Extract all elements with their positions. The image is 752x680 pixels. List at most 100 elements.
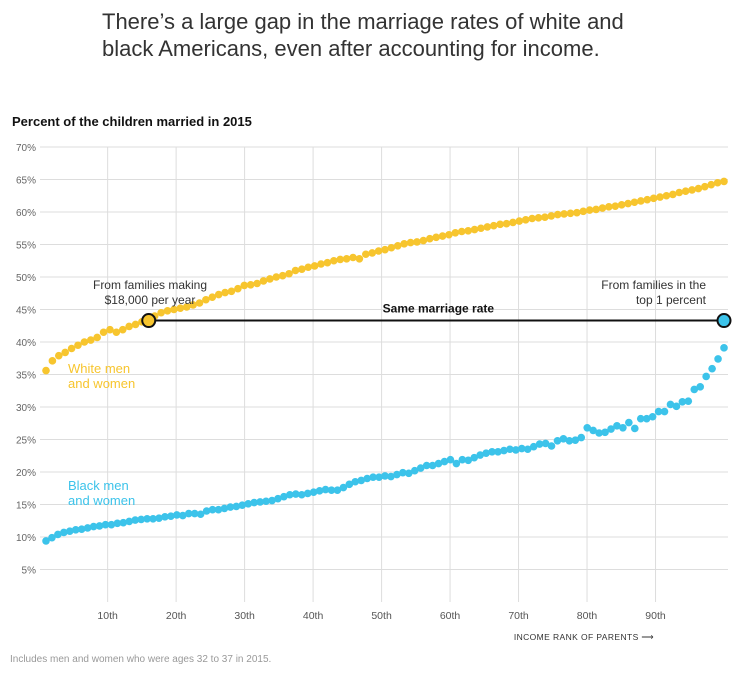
data-point-white	[42, 366, 50, 375]
data-point-black	[286, 490, 294, 499]
data-point-black	[446, 455, 455, 464]
chart-title: Percent of the children married in 2015	[12, 114, 252, 129]
y-tick-label: 25%	[16, 436, 36, 447]
data-point-black	[196, 510, 205, 519]
data-point-white	[573, 208, 581, 217]
x-tick-label: 80th	[577, 610, 598, 622]
data-point-white	[598, 204, 607, 212]
data-point-black	[95, 522, 104, 530]
same-rate-connector: Same marriage rate	[141, 302, 732, 329]
data-point-white	[579, 207, 588, 216]
data-point-black	[167, 512, 175, 520]
data-point-white	[470, 225, 479, 234]
data-point-black	[589, 426, 597, 435]
data-point-black	[494, 448, 502, 456]
data-point-black	[702, 372, 710, 381]
data-point-white	[48, 357, 57, 365]
data-point-white	[560, 210, 568, 218]
data-point-black	[119, 518, 128, 527]
x-axis-label: INCOME RANK OF PARENTS ⟶	[514, 632, 655, 642]
y-tick-label: 15%	[16, 501, 36, 512]
data-point-white	[688, 186, 696, 194]
data-point-black	[184, 509, 193, 518]
data-point-white	[656, 193, 664, 201]
data-point-black	[630, 424, 639, 433]
data-point-black	[666, 400, 675, 409]
data-point-white	[605, 203, 613, 211]
data-point-black	[42, 537, 50, 545]
data-point-black	[220, 504, 229, 513]
data-point-black	[625, 418, 633, 427]
data-point-white	[387, 243, 396, 252]
data-point-black	[345, 480, 354, 489]
data-point-white	[163, 307, 172, 315]
data-point-black	[65, 527, 74, 535]
data-point-black	[173, 511, 181, 519]
data-point-white	[240, 281, 249, 290]
data-point-black	[333, 486, 342, 495]
data-point-black	[137, 515, 145, 524]
data-point-white	[541, 213, 549, 221]
data-point-black	[517, 444, 526, 453]
data-point-black	[309, 488, 318, 496]
data-point-white	[617, 201, 626, 209]
data-point-black	[488, 448, 496, 456]
data-point-black	[440, 457, 449, 466]
y-tick-label: 45%	[16, 306, 36, 317]
data-point-white	[67, 344, 76, 353]
data-point-black	[178, 511, 187, 520]
series-label-white: White men and women	[68, 361, 135, 391]
data-point-black	[404, 469, 413, 478]
data-point-white	[649, 194, 658, 203]
series-label-line: Black men	[68, 478, 129, 493]
data-point-white	[419, 236, 428, 245]
data-point-white	[425, 234, 434, 243]
annotation-line: From families making	[93, 278, 207, 292]
y-axis-ticks: 5% 10% 15% 20% 25% 30% 35% 40% 45% 50% 55% 60% 65% 70…	[16, 143, 36, 577]
data-point-black	[202, 507, 211, 515]
x-tick-label: 90th	[645, 610, 666, 622]
data-point-white	[438, 232, 447, 240]
data-point-black	[428, 461, 437, 470]
data-point-black	[107, 520, 116, 529]
data-point-white	[304, 263, 313, 272]
data-point-black	[720, 344, 728, 352]
data-point-black	[208, 505, 217, 514]
data-point-black	[523, 445, 532, 454]
data-point-white	[669, 190, 677, 199]
data-point-black	[226, 503, 235, 511]
data-point-black	[565, 437, 574, 445]
data-point-white	[285, 269, 293, 278]
data-point-black	[583, 424, 592, 432]
data-point-black	[547, 442, 556, 450]
data-point-black	[529, 442, 538, 451]
data-point-white	[298, 265, 306, 274]
gridlines	[40, 146, 728, 602]
y-tick-label: 30%	[16, 403, 36, 414]
data-point-black	[636, 414, 645, 423]
annotation-top1: From families in the top 1 percent	[601, 278, 706, 307]
x-tick-label: 70th	[508, 610, 529, 622]
data-point-white	[208, 293, 217, 301]
data-point-black	[315, 487, 324, 495]
data-point-black	[470, 453, 479, 462]
data-point-black	[714, 355, 722, 363]
data-point-white	[176, 304, 185, 313]
data-point-white	[681, 187, 690, 195]
highlight-marker-white	[141, 313, 157, 329]
data-point-black	[541, 439, 550, 448]
annotation-line: From families in the	[601, 278, 706, 292]
data-point-white	[195, 299, 204, 307]
data-point-white	[355, 254, 364, 263]
x-tick-label: 10th	[97, 610, 118, 622]
data-point-white	[457, 227, 466, 236]
data-point-white	[374, 247, 383, 255]
data-point-black	[321, 485, 330, 494]
annotation-line: $18,000 per year	[105, 293, 196, 307]
data-point-black	[143, 515, 151, 523]
y-tick-label: 20%	[16, 468, 36, 479]
data-point-black	[452, 459, 461, 468]
data-point-black	[672, 402, 681, 411]
data-point-white	[202, 295, 210, 304]
series-label-black: Black men and women	[68, 478, 135, 508]
